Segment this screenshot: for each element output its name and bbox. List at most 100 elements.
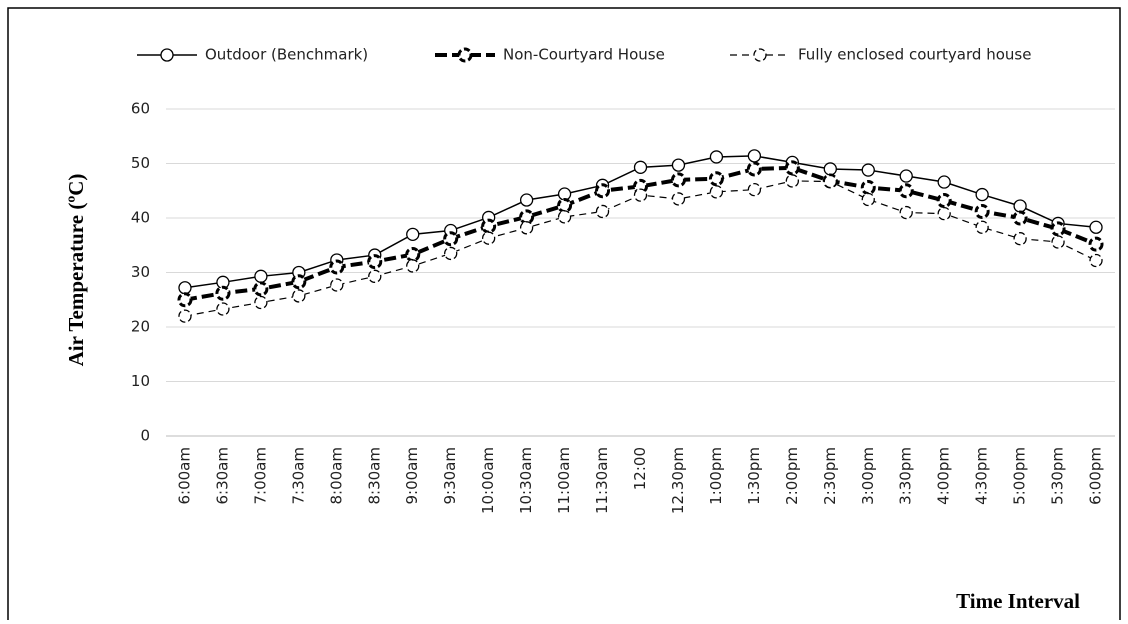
x-tick-label: 10:30am xyxy=(517,447,535,514)
x-tick-label: 5:00pm xyxy=(1011,447,1029,505)
point xyxy=(1089,253,1103,268)
x-tick-label: 7:30am xyxy=(289,447,307,505)
y-tick-label: 0 xyxy=(140,427,150,445)
point xyxy=(443,231,459,247)
y-tick-label: 30 xyxy=(131,263,150,281)
legend-label: Fully enclosed courtyard house xyxy=(798,46,1031,64)
point xyxy=(405,247,421,263)
legend-marker xyxy=(753,48,767,62)
point xyxy=(671,192,686,206)
point xyxy=(861,192,875,207)
point xyxy=(368,269,382,283)
point xyxy=(481,218,497,234)
point xyxy=(860,179,876,195)
point xyxy=(974,203,990,219)
y-tick-label: 50 xyxy=(131,154,150,172)
legend-label: Outdoor (Benchmark) xyxy=(205,46,368,64)
point xyxy=(1013,199,1027,213)
point xyxy=(823,174,837,189)
point xyxy=(178,281,192,295)
point xyxy=(937,206,951,221)
series-line xyxy=(184,155,1097,289)
point xyxy=(937,175,951,189)
point xyxy=(709,185,724,199)
x-tick-label: 2:30pm xyxy=(821,447,839,505)
x-tick-label: 8:00am xyxy=(327,447,345,505)
point xyxy=(519,221,534,235)
x-tick-label: 6:00am xyxy=(175,447,193,505)
point xyxy=(671,158,686,172)
point xyxy=(254,269,268,283)
x-tick-label: 7:00am xyxy=(251,447,269,505)
point xyxy=(709,150,724,164)
point xyxy=(367,254,383,270)
legend-marker xyxy=(457,47,473,63)
x-tick-label: 4:00pm xyxy=(935,447,953,505)
x-tick-label: 8:30am xyxy=(365,447,383,505)
point xyxy=(519,193,534,207)
x-tick-label: 11:00am xyxy=(555,447,573,514)
point xyxy=(670,172,686,188)
point xyxy=(595,204,610,219)
x-tick-label: 10:00am xyxy=(479,447,497,514)
point xyxy=(216,302,230,316)
x-tick-label: 9:00am xyxy=(403,447,421,505)
y-tick-label: 20 xyxy=(131,318,150,336)
x-tick-label: 6:00pm xyxy=(1087,447,1105,505)
x-tick-label: 5:30pm xyxy=(1049,447,1067,505)
point xyxy=(784,160,800,176)
point xyxy=(595,183,611,199)
point xyxy=(1012,210,1028,226)
point xyxy=(177,292,193,308)
y-tick-label: 10 xyxy=(131,372,150,390)
point xyxy=(292,289,306,303)
point xyxy=(936,193,952,209)
point xyxy=(898,183,914,199)
point xyxy=(975,220,989,234)
x-tick-label: 1:30pm xyxy=(745,447,763,505)
point xyxy=(519,209,535,225)
point xyxy=(823,162,837,176)
point xyxy=(444,246,458,261)
point xyxy=(708,171,724,187)
point xyxy=(482,231,496,245)
point xyxy=(899,205,913,220)
point xyxy=(975,187,989,202)
point xyxy=(747,149,762,163)
point xyxy=(1050,221,1066,237)
x-tick-label: 6:30am xyxy=(213,447,231,505)
x-tick-label: 3:00pm xyxy=(859,447,877,505)
legend-label: Non-Courtyard House xyxy=(503,46,665,64)
point xyxy=(406,259,420,273)
point xyxy=(178,309,192,323)
point xyxy=(633,188,648,202)
x-axis-title: Time Interval xyxy=(956,589,1080,613)
chart-border xyxy=(7,7,1121,620)
point xyxy=(1089,220,1103,234)
x-tick-label: 11:30am xyxy=(593,447,611,514)
point xyxy=(633,160,648,174)
point xyxy=(785,174,799,188)
point xyxy=(1013,232,1027,246)
point xyxy=(254,295,268,310)
point xyxy=(215,285,231,301)
point xyxy=(1088,236,1104,252)
x-tick-label: 4:30pm xyxy=(973,447,991,505)
y-tick-label: 40 xyxy=(131,209,150,227)
point xyxy=(291,274,307,290)
legend-marker xyxy=(160,48,174,62)
point xyxy=(746,161,762,177)
x-tick-label: 2:00pm xyxy=(783,447,801,505)
point xyxy=(557,197,573,213)
point xyxy=(406,227,420,242)
point xyxy=(747,183,762,197)
x-tick-label: 9:30am xyxy=(441,447,459,505)
x-tick-label: 12:00 xyxy=(631,447,649,490)
point xyxy=(329,259,345,275)
x-tick-label: 3:30pm xyxy=(897,447,915,505)
point xyxy=(253,281,269,297)
y-axis-title: Air Temperature (ºC) xyxy=(64,174,88,367)
point xyxy=(861,163,875,177)
point xyxy=(1051,235,1065,249)
